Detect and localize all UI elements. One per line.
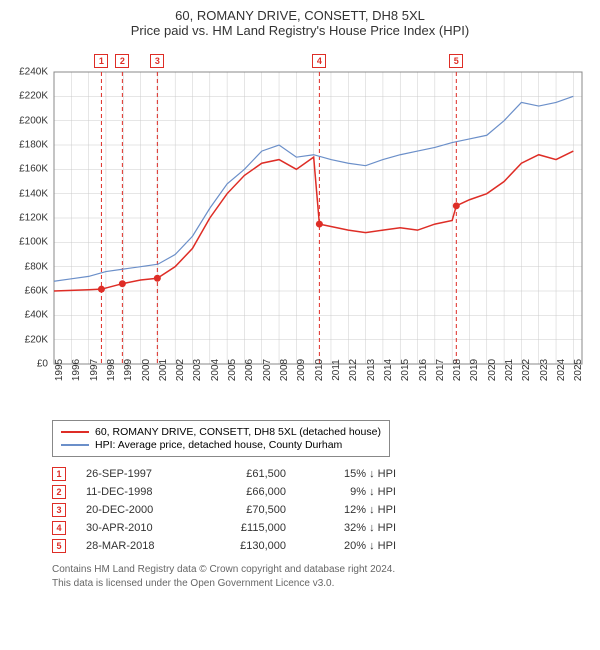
row-price: £70,500 xyxy=(206,504,286,516)
x-axis-label: 2003 xyxy=(192,359,203,381)
row-date: 20-DEC-2000 xyxy=(86,504,186,516)
row-pct: 15% ↓ HPI xyxy=(306,468,396,480)
x-axis-label: 2018 xyxy=(452,359,463,381)
x-axis-label: 2021 xyxy=(504,359,515,381)
x-axis-label: 2015 xyxy=(400,359,411,381)
row-price: £66,000 xyxy=(206,486,286,498)
row-pct: 9% ↓ HPI xyxy=(306,486,396,498)
row-marker: 4 xyxy=(52,521,66,535)
x-axis-label: 2016 xyxy=(418,359,429,381)
row-pct: 12% ↓ HPI xyxy=(306,504,396,516)
chart-title: 60, ROMANY DRIVE, CONSETT, DH8 5XL xyxy=(12,8,588,23)
x-axis-label: 2024 xyxy=(556,359,567,381)
x-axis-label: 1996 xyxy=(71,359,82,381)
chart-area: £0 £20K £40K £60K £80K £100K £120K £140K £160K £1… xyxy=(12,44,588,414)
event-marker: 4 xyxy=(312,54,326,68)
x-axis-label: 2009 xyxy=(296,359,307,381)
row-pct: 20% ↓ HPI xyxy=(306,540,396,552)
row-marker: 1 xyxy=(52,467,66,481)
y-axis-label: £0 xyxy=(37,359,48,370)
footer: Contains HM Land Registry data © Crown c… xyxy=(52,563,588,591)
row-marker: 5 xyxy=(52,539,66,553)
legend: 60, ROMANY DRIVE, CONSETT, DH8 5XL (deta… xyxy=(52,420,390,457)
legend-item: 60, ROMANY DRIVE, CONSETT, DH8 5XL (deta… xyxy=(61,426,381,438)
row-marker: 2 xyxy=(52,485,66,499)
row-price: £61,500 xyxy=(206,468,286,480)
x-axis-label: 2017 xyxy=(435,359,446,381)
event-marker: 1 xyxy=(94,54,108,68)
x-axis-label: 2014 xyxy=(383,359,394,381)
table-row: 3 20-DEC-2000 £70,500 12% ↓ HPI xyxy=(52,503,588,517)
x-axis-label: 1995 xyxy=(54,359,65,381)
y-axis-label: £120K xyxy=(19,213,48,224)
x-axis-label: 1998 xyxy=(106,359,117,381)
legend-swatch xyxy=(61,444,89,446)
x-axis-label: 1997 xyxy=(89,359,100,381)
x-axis-label: 2022 xyxy=(521,359,532,381)
chart-subtitle: Price paid vs. HM Land Registry's House … xyxy=(12,23,588,38)
y-axis-label: £80K xyxy=(25,261,48,272)
row-price: £115,000 xyxy=(206,522,286,534)
y-axis-label: £220K xyxy=(19,91,48,102)
y-axis-label: £40K xyxy=(25,310,48,321)
y-axis-label: £60K xyxy=(25,286,48,297)
x-axis-label: 2020 xyxy=(487,359,498,381)
x-axis-label: 2002 xyxy=(175,359,186,381)
x-axis-label: 2025 xyxy=(573,359,584,381)
y-axis-label: £20K xyxy=(25,334,48,345)
legend-swatch xyxy=(61,431,89,433)
x-axis-label: 2012 xyxy=(348,359,359,381)
legend-item: HPI: Average price, detached house, Coun… xyxy=(61,439,381,451)
x-axis-label: 2005 xyxy=(227,359,238,381)
x-axis-label: 2001 xyxy=(158,359,169,381)
row-date: 28-MAR-2018 xyxy=(86,540,186,552)
sales-table: 1 26-SEP-1997 £61,500 15% ↓ HPI 2 11-DEC-1998… xyxy=(52,467,588,553)
x-axis-label: 2019 xyxy=(469,359,480,381)
table-row: 5 28-MAR-2018 £130,000 20% ↓ HPI xyxy=(52,539,588,553)
x-axis-label: 2023 xyxy=(539,359,550,381)
event-marker: 3 xyxy=(150,54,164,68)
row-marker: 3 xyxy=(52,503,66,517)
x-axis-label: 2011 xyxy=(331,359,342,381)
page: 60, ROMANY DRIVE, CONSETT, DH8 5XL Price… xyxy=(0,0,600,650)
x-axis-label: 2004 xyxy=(210,359,221,381)
x-axis-label: 2006 xyxy=(244,359,255,381)
y-axis-label: £200K xyxy=(19,115,48,126)
legend-label: HPI: Average price, detached house, Coun… xyxy=(95,439,342,451)
event-marker: 5 xyxy=(449,54,463,68)
row-date: 30-APR-2010 xyxy=(86,522,186,534)
y-axis-label: £100K xyxy=(19,237,48,248)
legend-label: 60, ROMANY DRIVE, CONSETT, DH8 5XL (deta… xyxy=(95,426,381,438)
x-axis-label: 1999 xyxy=(123,359,134,381)
footer-line-1: Contains HM Land Registry data © Crown c… xyxy=(52,563,588,577)
x-axis-label: 2008 xyxy=(279,359,290,381)
row-date: 26-SEP-1997 xyxy=(86,468,186,480)
row-date: 11-DEC-1998 xyxy=(86,486,186,498)
x-axis-label: 2010 xyxy=(314,359,325,381)
event-marker: 2 xyxy=(115,54,129,68)
row-price: £130,000 xyxy=(206,540,286,552)
table-row: 1 26-SEP-1997 £61,500 15% ↓ HPI xyxy=(52,467,588,481)
table-row: 2 11-DEC-1998 £66,000 9% ↓ HPI xyxy=(52,485,588,499)
table-row: 4 30-APR-2010 £115,000 32% ↓ HPI xyxy=(52,521,588,535)
footer-line-2: This data is licensed under the Open Gov… xyxy=(52,577,588,591)
x-axis-label: 2007 xyxy=(262,359,273,381)
y-axis-label: £180K xyxy=(19,140,48,151)
x-axis-label: 2000 xyxy=(141,359,152,381)
y-axis-label: £140K xyxy=(19,188,48,199)
y-axis-label: £160K xyxy=(19,164,48,175)
row-pct: 32% ↓ HPI xyxy=(306,522,396,534)
y-axis-label: £240K xyxy=(19,67,48,78)
x-axis-label: 2013 xyxy=(366,359,377,381)
